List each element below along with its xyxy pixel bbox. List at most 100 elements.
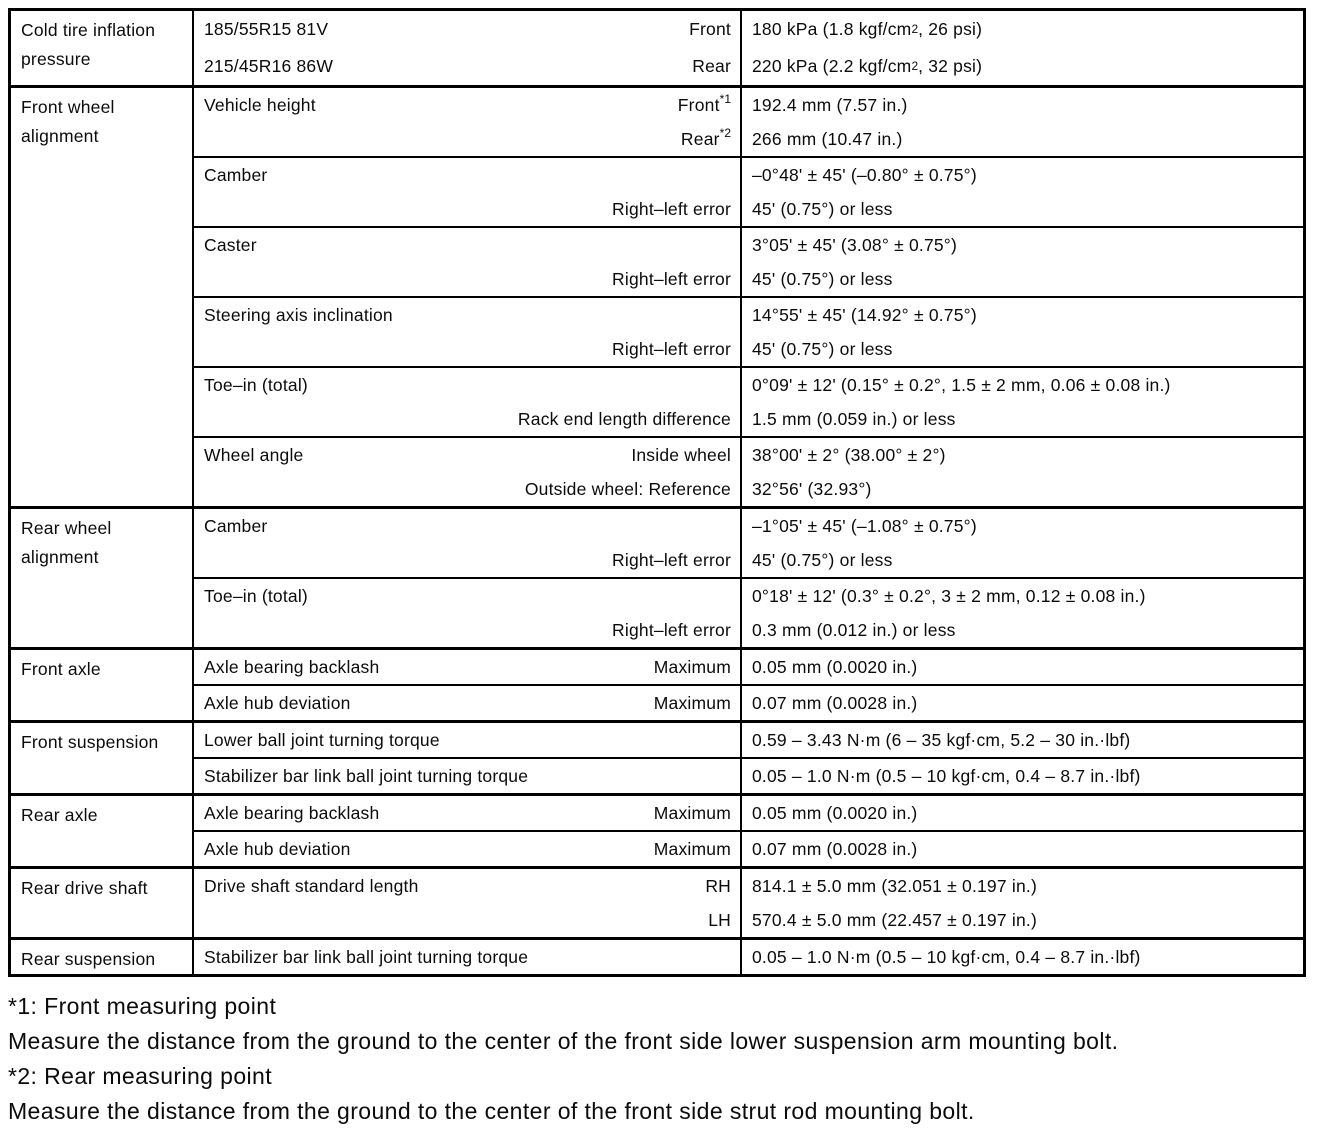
table-row: Toe–in (total) Rack end length differenc… xyxy=(194,366,1303,436)
spec-value: 570.4 ± 5.0 mm (22.457 ± 0.197 in.) xyxy=(752,909,1037,930)
category-cell: Rear wheel alignment xyxy=(11,509,194,647)
section-front-suspension: Front suspension Lower ball joint turnin… xyxy=(11,720,1303,793)
item-label: 215/45R16 86W xyxy=(204,56,334,76)
item-sublabel: Maximum xyxy=(653,692,731,713)
item-sublabel: Right–left error xyxy=(612,549,731,570)
footnote-2-title: *2: Rear measuring point xyxy=(8,1063,273,1089)
item-label: Camber xyxy=(204,164,268,185)
item-sublabel: Inside wheel xyxy=(631,444,731,465)
service-specifications-table: Cold tire inflation pressure 185/55R15 8… xyxy=(8,8,1306,977)
spec-value: –1°05' ± 45' (–1.08° ± 0.75°) xyxy=(752,515,977,536)
spec-value: 32°56' (32.93°) xyxy=(752,478,872,499)
item-sublabel: RH xyxy=(705,875,731,896)
spec-value: 0.3 mm (0.012 in.) or less xyxy=(752,619,956,640)
category-cell: Rear suspension xyxy=(11,940,194,974)
spec-value: 3°05' ± 45' (3.08° ± 0.75°) xyxy=(752,234,958,255)
table-row: Camber Right–left error –0°48' ± 45' (–0… xyxy=(194,156,1303,226)
category-cell: Front wheel alignment xyxy=(11,88,194,506)
spec-value: 220 kPa (2.2 kgf/cm 2, 32 psi) xyxy=(752,56,983,76)
item-label: Axle hub deviation xyxy=(204,838,351,859)
section-rear-wheel-alignment: Rear wheel alignment Camber Right–left e… xyxy=(11,506,1303,647)
section-rear-axle: Rear axle Axle bearing backlash Maximum 0… xyxy=(11,793,1303,866)
category-cell: Rear axle xyxy=(11,796,194,866)
table-row: Caster Right–left error 3°05' ± 45' (3.0… xyxy=(194,226,1303,296)
spec-value: 14°55' ± 45' (14.92° ± 0.75°) xyxy=(752,304,977,325)
spec-value: 814.1 ± 5.0 mm (32.051 ± 0.197 in.) xyxy=(752,875,1037,896)
spec-value: 0.59 – 3.43 N·m (6 – 35 kgf·cm, 5.2 – 30… xyxy=(752,729,1131,750)
table-row: Drive shaft standard length RH LH 814.1 ±… xyxy=(194,869,1303,937)
spec-value: 0.05 mm (0.0020 in.) xyxy=(752,656,918,677)
footnote-2-body: Measure the distance from the ground to … xyxy=(8,1098,975,1124)
item-sublabel: Maximum xyxy=(653,656,731,677)
item-sublabel: Maximum xyxy=(653,802,731,823)
section-rear-drive-shaft: Rear drive shaft Drive shaft standard le… xyxy=(11,866,1303,937)
item-sublabel: Right–left error xyxy=(612,338,731,359)
item-label: Axle bearing backlash xyxy=(204,656,380,677)
section-cold-tire-pressure: Cold tire inflation pressure 185/55R15 8… xyxy=(11,11,1303,85)
table-row: Wheel angle Inside wheel Outside wheel: R… xyxy=(194,436,1303,506)
footnote-1-title: *1: Front measuring point xyxy=(8,993,277,1019)
category-cell: Rear drive shaft xyxy=(11,869,194,937)
spec-value: 45' (0.75°) or less xyxy=(752,198,893,219)
table-row: Axle bearing backlash Maximum 0.05 mm (0.… xyxy=(194,650,1303,684)
table-row: Axle hub deviation Maximum 0.07 mm (0.002… xyxy=(194,830,1303,866)
item-sublabel: Front*1 xyxy=(677,91,731,115)
item-sublabel: Outside wheel: Reference xyxy=(524,478,731,499)
table-row: Axle bearing backlash Maximum 0.05 mm (0.… xyxy=(194,796,1303,830)
footnotes: *1: Front measuring point Measure the di… xyxy=(8,989,1328,1129)
item-label: Vehicle height xyxy=(204,94,316,115)
spec-value: 45' (0.75°) or less xyxy=(752,338,893,359)
table-row: Steering axis inclination Right–left err… xyxy=(194,296,1303,366)
table-row: Toe–in (total) Right–left error 0°18' ± … xyxy=(194,577,1303,647)
section-front-wheel-alignment: Front wheel alignment Vehicle height Fro… xyxy=(11,85,1303,506)
item-sublabel: Rack end length difference xyxy=(517,408,731,429)
item-sublabel: Rear xyxy=(692,56,731,76)
table-row: 185/55R15 81V Front 215/45R16 86W Rear 1… xyxy=(194,11,1303,85)
spec-value: 0.07 mm (0.0028 in.) xyxy=(752,692,918,713)
spec-value: 0.05 – 1.0 N·m (0.5 – 10 kgf·cm, 0.4 – 8… xyxy=(752,946,1141,967)
spec-value: 38°00' ± 2° (38.00° ± 2°) xyxy=(752,444,946,465)
item-label: Lower ball joint turning torque xyxy=(204,729,440,750)
table-row: Stabilizer bar link ball joint turning t… xyxy=(194,940,1303,974)
table-row: Vehicle height Front*1 Rear*2 192.4 mm (… xyxy=(194,88,1303,156)
item-label: Steering axis inclination xyxy=(204,304,393,325)
spec-value: 1.5 mm (0.059 in.) or less xyxy=(752,408,956,429)
spec-value: 192.4 mm (7.57 in.) xyxy=(752,94,908,115)
item-sublabel: Maximum xyxy=(653,838,731,859)
item-label: Stabilizer bar link ball joint turning t… xyxy=(204,765,529,786)
item-sublabel: Right–left error xyxy=(612,619,731,640)
spec-value: 180 kPa (1.8 kgf/cm 2, 26 psi) xyxy=(752,19,983,39)
section-front-axle: Front axle Axle bearing backlash Maximum … xyxy=(11,647,1303,720)
item-label: Caster xyxy=(204,234,257,255)
spec-value: –0°48' ± 45' (–0.80° ± 0.75°) xyxy=(752,164,977,185)
spec-value: 0.05 – 1.0 N·m (0.5 – 10 kgf·cm, 0.4 – 8… xyxy=(752,765,1141,786)
item-label: Axle hub deviation xyxy=(204,692,351,713)
spec-value: 45' (0.75°) or less xyxy=(752,549,893,570)
spec-value: 0.05 mm (0.0020 in.) xyxy=(752,802,918,823)
table-row: Camber Right–left error –1°05' ± 45' (–1… xyxy=(194,509,1303,577)
table-row: Stabilizer bar link ball joint turning t… xyxy=(194,757,1303,793)
item-label: 185/55R15 81V xyxy=(204,19,329,39)
item-label: Wheel angle xyxy=(204,444,304,465)
item-sublabel: LH xyxy=(708,909,731,930)
item-label: Toe–in (total) xyxy=(204,374,308,395)
category-cell: Front axle xyxy=(11,650,194,720)
item-label: Camber xyxy=(204,515,268,536)
category-cell: Front suspension xyxy=(11,723,194,793)
spec-value: 0.07 mm (0.0028 in.) xyxy=(752,838,918,859)
item-label: Drive shaft standard length xyxy=(204,875,419,896)
item-sublabel: Right–left error xyxy=(612,198,731,219)
spec-value: 45' (0.75°) or less xyxy=(752,268,893,289)
item-sublabel: Front xyxy=(689,19,731,39)
item-sublabel: Right–left error xyxy=(612,268,731,289)
spec-value: 0°09' ± 12' (0.15° ± 0.2°, 1.5 ± 2 mm, 0… xyxy=(752,374,1171,395)
table-row: Axle hub deviation Maximum 0.07 mm (0.002… xyxy=(194,684,1303,720)
item-label: Toe–in (total) xyxy=(204,585,308,606)
item-label: Axle bearing backlash xyxy=(204,802,380,823)
item-sublabel: Rear*2 xyxy=(680,125,731,149)
section-rear-suspension: Rear suspension Stabilizer bar link ball… xyxy=(11,937,1303,974)
footnote-1-body: Measure the distance from the ground to … xyxy=(8,1028,1119,1054)
item-label: Stabilizer bar link ball joint turning t… xyxy=(204,946,529,967)
spec-value: 266 mm (10.47 in.) xyxy=(752,128,903,149)
